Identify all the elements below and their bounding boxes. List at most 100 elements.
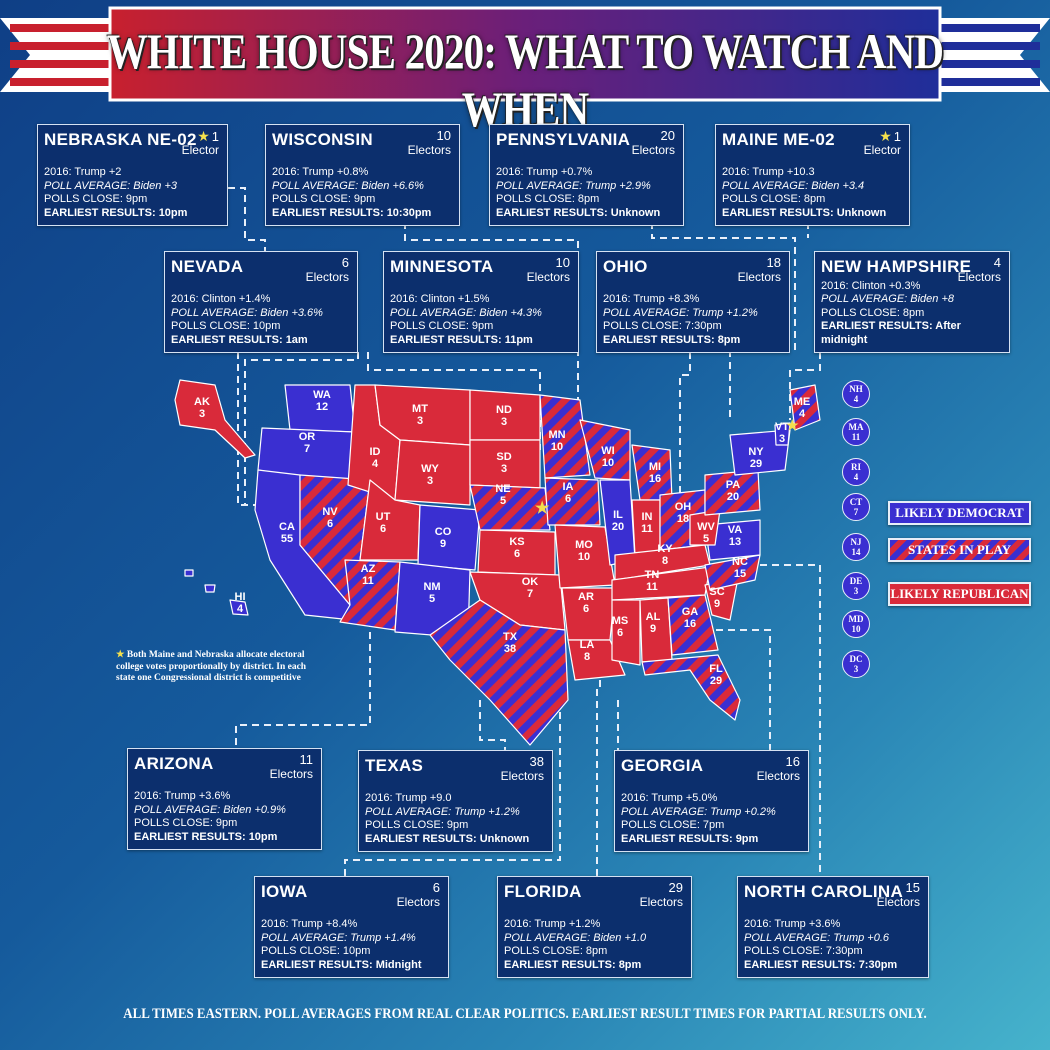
elector-count: 6 [341, 255, 349, 270]
elector-label: Electors [756, 769, 800, 783]
me02-star-icon: ★ [786, 417, 799, 433]
state-circle-ev: 11 [851, 432, 861, 442]
legend-likely-republican: LIKELY REPUBLICAN [888, 582, 1031, 606]
card-nevada: NEVADA 6 Electors 2016: Clinton +1.4% PO… [164, 251, 358, 353]
state-circle-ma: MA 11 [842, 418, 870, 446]
elector-count: 29 [668, 880, 683, 895]
state-wy [394, 439, 471, 506]
state-label-ia: IA [563, 481, 574, 493]
state-label-vt: VT [775, 421, 789, 433]
state-label-hi: HI [235, 591, 246, 603]
earliest-results: EARLIEST RESULTS: After midnight [821, 320, 961, 346]
state-label-mn: MN [548, 429, 565, 441]
result-2016: 2016: Trump +8.4% [261, 918, 358, 930]
state-ev-hi: 4 [237, 603, 244, 615]
state-ev-il: 20 [612, 521, 624, 533]
earliest-results: EARLIEST RESULTS: 9pm [621, 832, 759, 845]
state-label-in: IN [642, 511, 653, 523]
state-circle-ev: 3 [853, 586, 859, 596]
state-ev-al: 9 [650, 623, 656, 635]
state-circle-abbr: DC [849, 654, 863, 664]
star-icon: ★ [879, 128, 892, 144]
earliest-results: EARLIEST RESULTS: 8pm [504, 958, 642, 971]
state-label-id: ID [370, 446, 381, 458]
earliest-results: EARLIEST RESULTS: Unknown [365, 832, 530, 845]
state-ev-la: 8 [584, 651, 590, 663]
state-ev-ga: 16 [684, 618, 696, 630]
card-iowa: IOWA 6 Electors 2016: Trump +8.4% POLL A… [254, 876, 449, 978]
state-circle-abbr: MD [848, 614, 864, 624]
state-ev-mt: 3 [417, 415, 423, 427]
elector-label: Electors [500, 769, 544, 783]
state-ev-ks: 6 [514, 548, 520, 560]
state-label-wa: WA [313, 389, 331, 401]
state-ev-wv: 5 [703, 533, 709, 545]
result-2016: 2016: Trump +9.0 [365, 792, 452, 804]
state-label-wy: WY [421, 463, 439, 475]
state-me [789, 384, 821, 431]
state-ev-ak: 3 [199, 408, 205, 420]
earliest-results: EARLIEST RESULTS: 7:30pm [744, 958, 898, 971]
card-north-carolina: NORTH CAROLINA 15 Electors 2016: Trump +… [737, 876, 929, 978]
card-title: OHIO [603, 257, 648, 276]
result-2016: 2016: Trump +1.2% [504, 918, 601, 930]
state-label-nm: NM [423, 581, 440, 593]
elector-count: 6 [432, 880, 440, 895]
state-circle-md: MD 10 [842, 610, 870, 638]
elector-count: 18 [766, 255, 781, 270]
poll-average: POLL AVERAGE: Trump +0.6 [744, 931, 890, 944]
state-ev-tn: 11 [646, 581, 658, 593]
card-pennsylvania: PENNSYLVANIA 20 Electors 2016: Trump +0.… [489, 124, 684, 226]
polls-close: POLLS CLOSE: 7pm [621, 819, 725, 831]
footer-note: ALL TIMES EASTERN. POLL AVERAGES FROM RE… [123, 1006, 927, 1022]
card-title: NORTH CAROLINA [744, 882, 904, 901]
result-2016: 2016: Trump +0.7% [496, 166, 593, 178]
state-ev-wy: 3 [427, 475, 433, 487]
polls-close: POLLS CLOSE: 9pm [44, 193, 148, 205]
state-ev-ok: 7 [527, 588, 533, 600]
elector-label: Electors [396, 895, 440, 909]
state-hi-1 [229, 599, 249, 616]
state-label-or: OR [299, 431, 316, 443]
state-co [417, 504, 481, 571]
result-2016: 2016: Clinton +1.5% [390, 293, 490, 305]
state-ev-ne: 5 [500, 495, 506, 507]
card-maine-me02: MAINE ME-02 ★ 1 Elector 2016: Trump +10.3… [715, 124, 910, 226]
state-circle-ev: 4 [853, 472, 859, 482]
state-ev-ms: 6 [617, 627, 623, 639]
state-ev-nv: 6 [327, 518, 333, 530]
state-circle-abbr: CT [849, 497, 863, 507]
state-ev-nc: 15 [734, 568, 746, 580]
state-label-il: IL [613, 509, 623, 521]
card-title: WISCONSIN [272, 130, 373, 149]
state-label-az: AZ [361, 563, 376, 575]
state-hi-2 [204, 584, 216, 593]
state-label-ky: KY [657, 543, 673, 555]
state-circle-ct: CT 7 [842, 493, 870, 521]
state-ev-tx: 38 [504, 643, 516, 655]
state-label-tx: TX [503, 631, 518, 643]
poll-average: POLL AVERAGE: Trump +2.9% [496, 179, 651, 192]
state-label-mi: MI [649, 461, 661, 473]
state-circle-ev: 14 [851, 547, 861, 557]
state-ny [729, 429, 791, 476]
legend-states-in-play: STATES IN PLAY [888, 538, 1031, 562]
state-label-la: LA [580, 639, 595, 651]
polls-close: POLLS CLOSE: 10pm [261, 945, 371, 957]
poll-average: POLL AVERAGE: Biden +3.6% [171, 306, 323, 319]
state-circle-de: DE 3 [842, 572, 870, 600]
state-ev-vt: 3 [779, 433, 785, 445]
state-label-sc: SC [709, 586, 724, 598]
state-label-mt: MT [412, 403, 428, 415]
state-ev-ia: 6 [565, 493, 571, 505]
card-title: MAINE ME-02 [722, 130, 835, 149]
state-label-co: CO [435, 526, 452, 538]
card-ohio: OHIO 18 Electors 2016: Trump +8.3% POLL … [596, 251, 790, 353]
polls-close: POLLS CLOSE: 7:30pm [603, 320, 722, 332]
state-ia [544, 477, 601, 526]
poll-average: POLL AVERAGE: Biden +3.4 [722, 179, 865, 192]
card-florida: FLORIDA 29 Electors 2016: Trump +1.2% PO… [497, 876, 692, 978]
state-label-wv: WV [697, 521, 715, 533]
state-circle-nj: NJ 14 [842, 533, 870, 561]
